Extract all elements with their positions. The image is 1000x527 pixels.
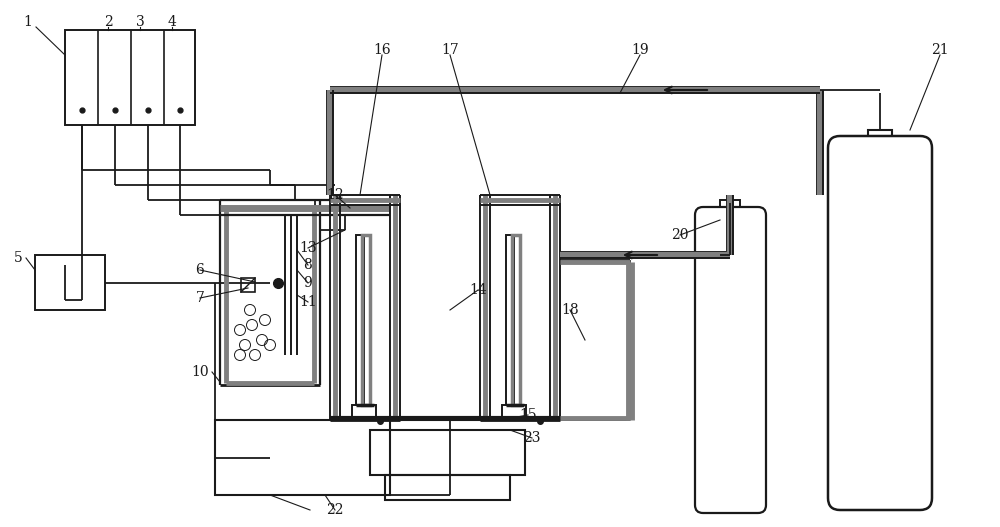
Bar [241,278,255,292]
Bar [512,235,520,405]
Text: 13: 13 [299,241,317,255]
Text: 19: 19 [631,43,649,57]
Text: 16: 16 [373,43,391,57]
Bar [506,235,514,405]
Text: 11: 11 [299,295,317,309]
Text: 4: 4 [168,15,176,29]
Text: 23: 23 [523,431,541,445]
Text: 2: 2 [104,15,112,29]
Bar [502,405,526,417]
Text: 22: 22 [326,503,344,517]
Bar [356,235,364,405]
Bar [352,405,376,417]
Bar [868,130,892,148]
FancyBboxPatch shape [695,207,766,513]
Text: 8: 8 [304,258,312,272]
Bar [35,255,105,310]
Bar [385,475,510,500]
Bar [65,30,195,125]
Text: 1: 1 [24,15,32,29]
Text: 3: 3 [136,15,144,29]
Text: 20: 20 [671,228,689,242]
Text: 15: 15 [519,408,537,422]
Bar [362,235,370,405]
Text: 10: 10 [191,365,209,379]
Bar [720,200,740,215]
Text: 12: 12 [326,188,344,202]
FancyBboxPatch shape [828,136,932,510]
Text: 5: 5 [14,251,22,265]
Text: 6: 6 [196,263,204,277]
Text: 21: 21 [931,43,949,57]
Text: 17: 17 [441,43,459,57]
Text: 18: 18 [561,303,579,317]
Text: 14: 14 [469,283,487,297]
Text: 7: 7 [196,291,204,305]
Bar [215,420,390,495]
Text: 9: 9 [304,276,312,290]
Bar [370,430,525,475]
